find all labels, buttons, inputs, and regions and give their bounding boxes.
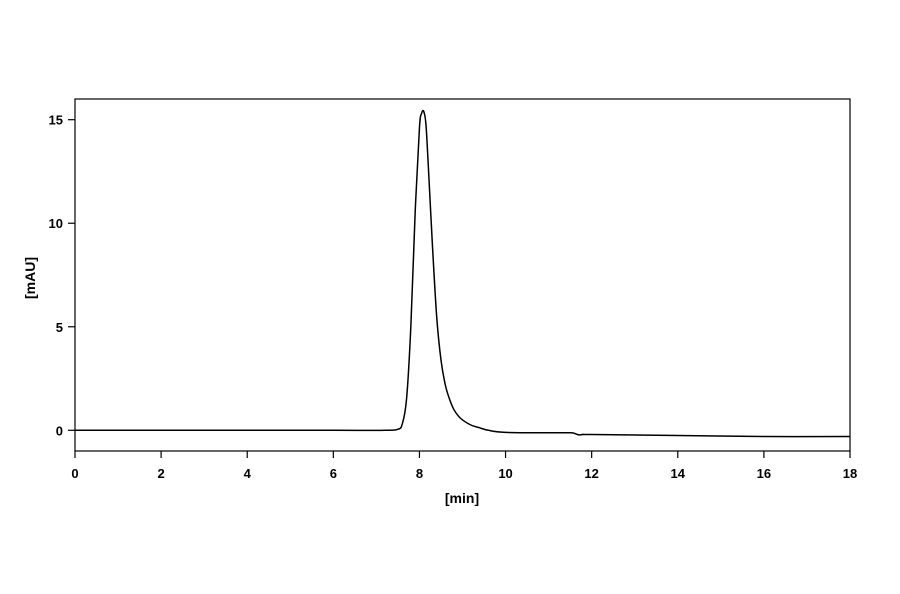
x-tick-label: 18 — [843, 466, 857, 481]
chromatogram-trace — [75, 109, 851, 438]
y-tick-label: 5 — [56, 320, 63, 335]
x-tick-label: 8 — [416, 466, 423, 481]
x-tick-label: 4 — [244, 466, 252, 481]
x-tick-label: 14 — [671, 466, 686, 481]
x-tick-label: 6 — [330, 466, 337, 481]
y-tick-label: 15 — [49, 113, 63, 128]
x-tick-label: 16 — [757, 466, 771, 481]
x-tick-label: 2 — [157, 466, 164, 481]
x-tick-label: 12 — [584, 466, 598, 481]
plot-frame — [74, 98, 851, 452]
x-tick-label: 0 — [71, 466, 78, 481]
x-axis: 0 2 4 6 8 10 12 14 16 18 — [71, 451, 857, 481]
x-axis-title: [min] — [445, 490, 479, 506]
y-tick-label: 10 — [49, 216, 63, 231]
y-axis-title: [mAU] — [22, 257, 38, 299]
x-tick-label: 10 — [498, 466, 512, 481]
y-tick-label: 0 — [56, 423, 63, 438]
y-axis: 0 5 10 15 — [49, 113, 75, 438]
